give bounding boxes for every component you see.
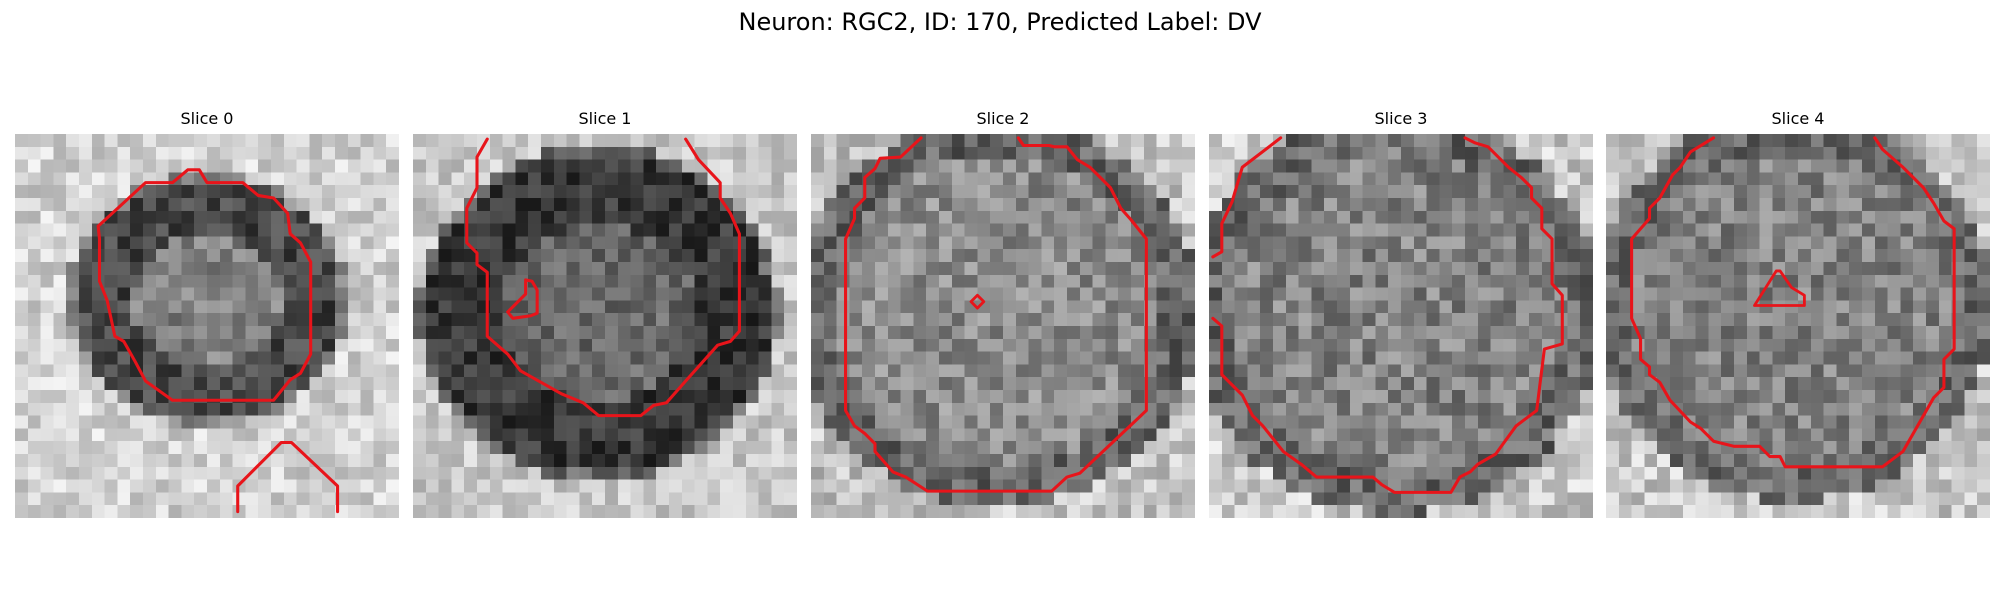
slice-panel-0: Slice 0 xyxy=(15,108,399,518)
slice-title-2: Slice 2 xyxy=(976,109,1030,128)
cell-contour-4 xyxy=(1630,136,1956,469)
cell-contour-0 xyxy=(96,168,313,402)
cell-contour-2 xyxy=(844,136,1148,493)
cell-contour-1 xyxy=(465,137,741,418)
slice-title-0: Slice 0 xyxy=(180,109,234,128)
cell-contour-2b xyxy=(969,293,986,310)
cell-contour-4b xyxy=(1753,269,1806,307)
slice-image-0 xyxy=(15,134,399,518)
slice-image-3 xyxy=(1209,134,1593,518)
figure-title: Neuron: RGC2, ID: 170, Predicted Label: … xyxy=(738,8,1262,36)
microscopy-pixels-0 xyxy=(15,134,399,518)
slice-panel-1: Slice 1 xyxy=(413,108,797,518)
slice-image-4 xyxy=(1606,134,1990,518)
microscopy-pixels-4 xyxy=(1606,134,1990,518)
microscopy-pixels-2 xyxy=(811,134,1195,518)
slice-panel-3: Slice 3 xyxy=(1209,108,1593,518)
cell-contour-3 xyxy=(1211,136,1283,259)
cell-contour-0b xyxy=(236,440,340,514)
slice-title-1: Slice 1 xyxy=(578,109,632,128)
cell-contour-1b xyxy=(506,278,539,320)
microscopy-pixels-1 xyxy=(413,134,797,518)
microscopy-pixels-3 xyxy=(1209,134,1593,518)
slice-panel-2: Slice 2 xyxy=(811,108,1195,518)
cell-contour-3b xyxy=(1211,136,1564,494)
slice-panel-4: Slice 4 xyxy=(1606,108,1990,518)
slice-image-2 xyxy=(811,134,1195,518)
slice-title-4: Slice 4 xyxy=(1771,109,1825,128)
slice-title-3: Slice 3 xyxy=(1374,109,1428,128)
slice-image-1 xyxy=(413,134,797,518)
